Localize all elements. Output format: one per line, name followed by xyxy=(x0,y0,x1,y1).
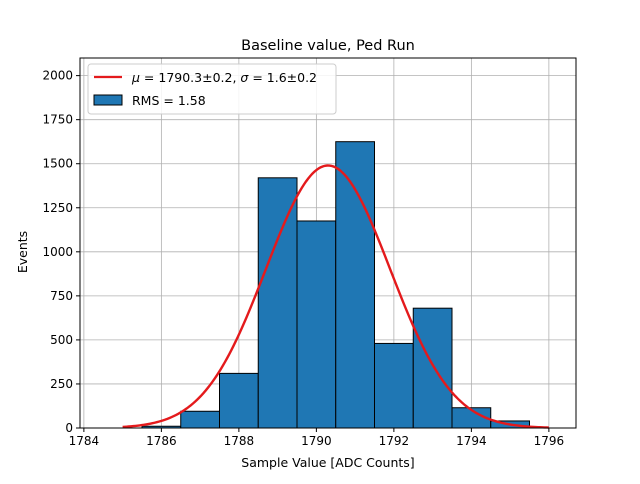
y-tick-label: 500 xyxy=(50,333,73,347)
histogram-bar xyxy=(335,141,375,429)
histogram-bar xyxy=(296,220,337,429)
y-ticks: 0 250 500 750 1000 1250 1500 1750 2000 xyxy=(42,69,80,435)
x-tick-label: 1788 xyxy=(224,434,255,448)
legend-box xyxy=(87,63,337,115)
legend-fit-label: μ = 1790.3±0.2, σ = 1.6±0.2 xyxy=(131,70,317,85)
legend-sigma-value: = 1.6±0.2 xyxy=(248,70,317,85)
x-tick-label: 1796 xyxy=(534,434,565,448)
y-tick-label: 1500 xyxy=(42,157,73,171)
histogram-bar xyxy=(180,410,220,429)
histogram-bar xyxy=(257,177,298,429)
y-tick-label: 2000 xyxy=(42,69,73,83)
x-tick-label: 1794 xyxy=(456,434,487,448)
histogram-bar xyxy=(412,307,453,429)
legend-sigma-symbol: σ xyxy=(240,70,249,85)
y-tick-label: 1000 xyxy=(42,245,73,259)
y-tick-label: 1250 xyxy=(42,201,73,215)
x-tick-label: 1792 xyxy=(379,434,410,448)
legend: μ = 1790.3±0.2, σ = 1.6±0.2 RMS = 1.58 xyxy=(87,63,337,115)
x-axis-label: Sample Value [ADC Counts] xyxy=(241,455,414,470)
x-tick-label: 1790 xyxy=(301,434,332,448)
x-tick-label: 1784 xyxy=(69,434,100,448)
y-tick-label: 750 xyxy=(50,289,73,303)
y-tick-label: 250 xyxy=(50,377,73,391)
y-tick-label: 1750 xyxy=(42,113,73,127)
y-tick-label: 0 xyxy=(65,421,73,435)
axes-frame xyxy=(79,57,577,429)
axes xyxy=(79,57,577,429)
fit-curve-group xyxy=(122,164,549,429)
x-tick-label: 1786 xyxy=(146,434,177,448)
fit-curve xyxy=(122,164,549,429)
x-ticks: 1784 1786 1788 1790 1792 1794 1796 xyxy=(69,428,565,448)
histogram-bar xyxy=(219,372,259,429)
legend-mu-value: = 1790.3±0.2, xyxy=(140,70,240,85)
legend-mu-symbol: μ xyxy=(131,70,140,85)
histogram-bar xyxy=(374,342,414,429)
chart-title: Baseline value, Ped Run xyxy=(241,38,415,54)
legend-hist-label: RMS = 1.58 xyxy=(132,93,206,108)
y-axis-label: Events xyxy=(15,231,30,273)
legend-hist-swatch xyxy=(93,94,123,106)
